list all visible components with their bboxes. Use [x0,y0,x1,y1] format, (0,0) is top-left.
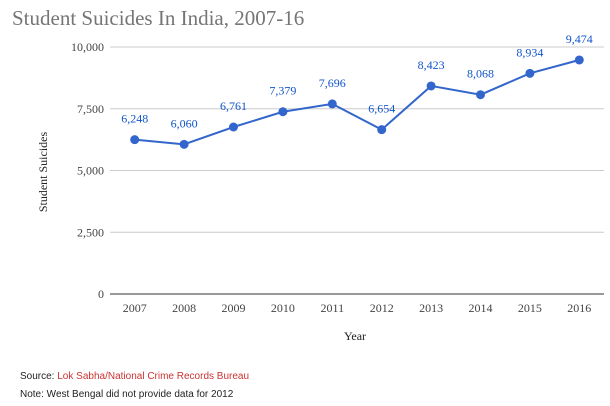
data-point [525,68,535,78]
y-tick-label: 7,500 [77,102,104,116]
data-point [574,55,584,65]
y-tick-label: 2,500 [77,225,104,239]
data-point [229,122,238,132]
source-separator: / [105,371,108,382]
y-tick-label: 0 [98,287,104,301]
data-point [278,107,288,117]
x-tick-label: 2016 [567,301,591,315]
data-label: 9,474 [566,32,593,46]
data-point [179,139,189,149]
y-tick-label: 10,000 [71,40,104,54]
y-axis-label: Student Suicides [36,132,50,213]
data-label: 8,068 [467,67,494,81]
x-tick-label: 2008 [172,301,196,315]
data-point [426,81,436,91]
series-line [134,59,580,146]
x-tick-labels: 2007 2008 2009 2010 2011 2012 2013 2014 2015 2016 [123,301,592,315]
x-tick-label: 2010 [271,301,295,315]
y-tick-label: 5,000 [77,164,104,178]
data-point [327,99,337,109]
data-label: 6,248 [121,112,148,126]
source-line: Source: Lok Sabha/National Crime Records… [20,371,249,382]
source-link-lok-sabha[interactable]: Lok Sabha [57,371,106,382]
x-tick-label: 2011 [321,301,345,315]
chart-title: Student Suicides In India, 2007-16 [12,6,305,30]
x-tick-label: 2009 [222,301,246,315]
gridlines [110,46,604,233]
x-axis-label: Year [344,329,366,343]
footnote: Note: West Bengal did not provide data f… [20,389,234,400]
x-tick-label: 2012 [370,301,394,315]
source-link-ncrb[interactable]: National Crime Records Bureau [107,371,250,382]
data-point [377,125,387,135]
data-label: 6,654 [368,102,395,116]
y-tick-labels: 0 2,500 5,000 7,500 10,000 [71,40,104,301]
data-labels: 6,248 6,060 6,761 7,379 7,696 6,654 8,423 8,068… [121,32,593,130]
x-tick-label: 2013 [419,301,443,315]
data-label: 8,934 [516,45,543,59]
data-label: 6,060 [171,116,198,130]
source-prefix: Source: [20,371,58,382]
data-label: 7,379 [269,84,296,98]
data-label: 6,761 [220,99,247,113]
data-label: 7,696 [319,76,346,90]
data-point [130,135,140,145]
data-label: 8,423 [418,58,445,72]
data-point [476,90,485,100]
x-tick-label: 2014 [469,301,493,315]
x-tick-label: 2015 [518,301,542,315]
series-line-student-suicides [134,59,580,146]
data-points [130,55,584,149]
x-tick-label: 2007 [123,301,147,315]
